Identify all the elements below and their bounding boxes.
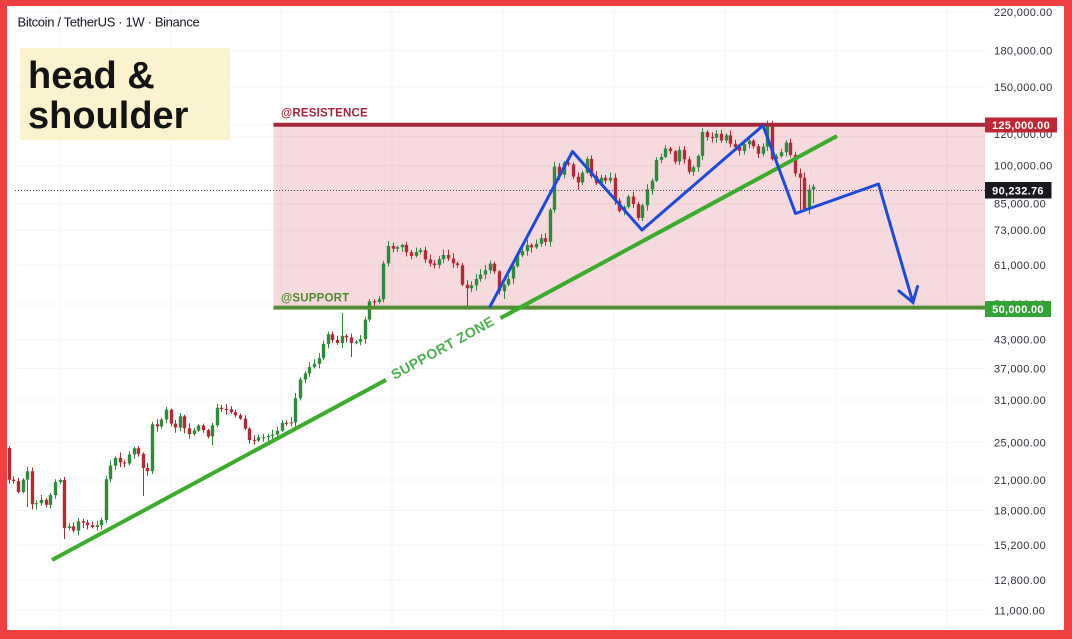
svg-text:90,232.76: 90,232.76: [992, 185, 1044, 197]
svg-text:100,000.00: 100,000.00: [994, 160, 1053, 172]
svg-text:18,000.00: 18,000.00: [994, 505, 1046, 517]
svg-text:180,000.00: 180,000.00: [994, 46, 1053, 58]
svg-text:43,000.00: 43,000.00: [994, 334, 1046, 346]
svg-text:shoulder: shoulder: [28, 95, 189, 137]
svg-text:125,000.00: 125,000.00: [992, 120, 1050, 132]
svg-text:12,800.00: 12,800.00: [994, 575, 1046, 587]
svg-text:head &: head &: [28, 55, 155, 97]
svg-text:37,000.00: 37,000.00: [994, 363, 1046, 375]
svg-text:Bitcoin / TetherUS · 1W · Bina: Bitcoin / TetherUS · 1W · Binance: [18, 14, 200, 29]
svg-text:61,000.00: 61,000.00: [994, 260, 1046, 272]
svg-text:50,000.00: 50,000.00: [992, 304, 1044, 316]
svg-text:150,000.00: 150,000.00: [994, 82, 1053, 94]
svg-text:73,000.00: 73,000.00: [994, 225, 1046, 237]
svg-text:@SUPPORT: @SUPPORT: [281, 293, 349, 305]
svg-text:@RESISTENCE: @RESISTENCE: [281, 108, 368, 120]
svg-text:220,000.00: 220,000.00: [994, 7, 1053, 19]
svg-text:15,200.00: 15,200.00: [994, 540, 1046, 552]
svg-text:85,000.00: 85,000.00: [994, 198, 1046, 210]
svg-text:11,000.00: 11,000.00: [994, 605, 1045, 617]
svg-text:25,000.00: 25,000.00: [994, 437, 1046, 449]
svg-text:21,000.00: 21,000.00: [994, 475, 1046, 487]
svg-text:31,000.00: 31,000.00: [994, 395, 1046, 407]
